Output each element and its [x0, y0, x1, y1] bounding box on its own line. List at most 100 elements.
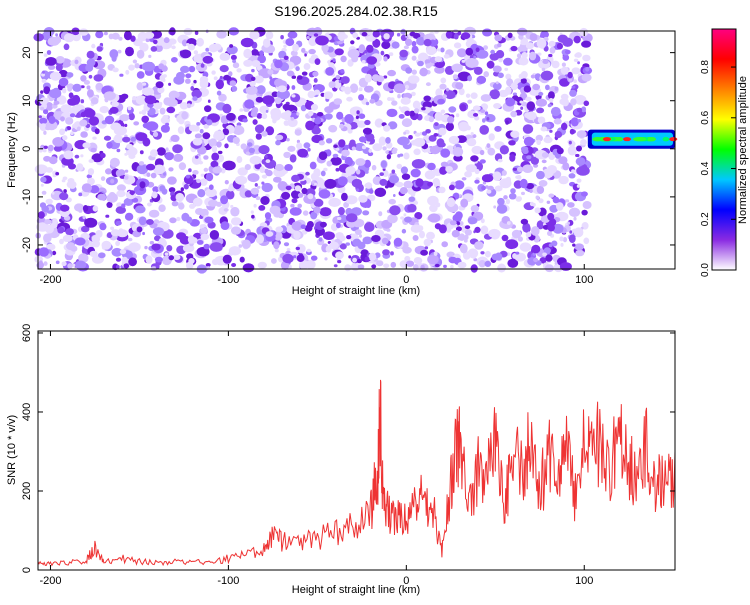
spectrogram-cell [169, 217, 177, 224]
spectrogram-cell [536, 139, 542, 145]
spectrogram-cell [255, 196, 261, 201]
spectrogram-cell [142, 82, 147, 86]
spectrogram-cell [86, 89, 94, 98]
spectrogram-cell [333, 264, 338, 268]
spectrogram-cell [123, 263, 130, 269]
spectrogram-cell [452, 147, 464, 157]
spectrogram-cell [115, 220, 122, 226]
spectrogram-cell [329, 241, 339, 250]
spectrogram-cell [87, 177, 95, 186]
spectrogram-cell [45, 97, 50, 103]
spectrogram-cell [86, 50, 95, 59]
spectrogram-cell [567, 202, 575, 208]
spectrogram-cell [526, 101, 536, 111]
spectrogram-cell [305, 120, 315, 131]
spectrogram-cell [74, 59, 79, 65]
spectrogram-cell [265, 154, 268, 159]
spectrogram-cell [168, 82, 172, 86]
spectrogram-cell [216, 30, 227, 39]
spectrogram-cell [433, 251, 438, 256]
spectrogram-cell [316, 112, 324, 117]
spectrogram-cell [355, 158, 366, 166]
spectrogram-cell [399, 49, 409, 58]
spectrogram-cell [202, 55, 214, 64]
spectrogram-cell [240, 143, 247, 150]
spectrogram-cell [568, 173, 576, 179]
spectrogram-cell [328, 81, 336, 89]
spectrogram-cell [124, 175, 129, 180]
spectrogram-cell [126, 143, 134, 150]
spectrogram-cell [448, 135, 460, 144]
spectrogram-cell [261, 182, 273, 193]
spectrogram-cell [581, 73, 592, 82]
spectrogram-cell [516, 53, 522, 58]
spectrogram-cell [146, 172, 151, 177]
spectrogram-cell [572, 243, 576, 247]
spectrogram-cell [306, 35, 310, 40]
spectrogram-cell [43, 27, 55, 37]
spectrogram-cell [335, 75, 341, 80]
spectrogram-y-tick-label: 20 [21, 47, 33, 59]
spectrogram-cell [454, 180, 465, 190]
spectrogram-cell [362, 127, 373, 135]
spectrogram-cell [561, 122, 568, 131]
spectrogram-cell [153, 102, 162, 110]
spectrogram-cell [236, 68, 242, 73]
spectrogram-cell [239, 108, 244, 112]
spectrogram-cell [55, 33, 58, 37]
spectrogram-cell [520, 106, 524, 110]
spectrogram-cell [361, 60, 366, 64]
spectrogram-cell [183, 27, 193, 36]
spectrogram-cell [95, 30, 104, 39]
spectrogram-cell [100, 152, 106, 159]
spectrogram-cell [213, 76, 218, 81]
signal-band-peak [623, 137, 632, 142]
spectrogram-cell [145, 255, 153, 264]
spectrogram-cell [390, 97, 395, 102]
spectrogram-cell [261, 130, 268, 137]
spectrogram-cell [285, 38, 295, 47]
spectrogram-cell [413, 257, 423, 265]
spectrogram-cell [294, 185, 302, 192]
spectrogram-cell [53, 145, 63, 152]
spectrogram-cell [435, 88, 443, 98]
spectrogram-cell [339, 123, 344, 129]
spectrogram-cell [484, 114, 496, 123]
spectrogram-cell [249, 155, 262, 165]
spectrogram-cell [530, 156, 540, 165]
spectrogram-cell [59, 128, 66, 136]
spectrogram-cell [526, 183, 534, 190]
spectrogram-cell [339, 243, 347, 250]
spectrogram-y-ticks: -20 -10 0 10 20 [21, 47, 675, 253]
spectrogram-frame [37, 30, 676, 270]
spectrogram-cell [65, 228, 74, 236]
spectrogram-cell [397, 136, 410, 146]
spectrogram-cell [295, 66, 300, 72]
spectrogram-cell [200, 173, 205, 177]
spectrogram-cell [153, 164, 166, 175]
spectrogram-cell [301, 187, 308, 195]
spectrogram-cell [283, 151, 291, 159]
spectrogram-cell [43, 109, 49, 115]
spectrogram-cell [195, 208, 204, 215]
spectrogram-cell [211, 145, 218, 153]
spectrogram-cell [374, 62, 381, 67]
spectrogram-cell [386, 154, 392, 160]
spectrogram-cell [296, 112, 300, 116]
spectrogram-cell [92, 240, 101, 248]
spectrogram-cell [154, 256, 163, 263]
spectrogram-cell [495, 50, 505, 59]
spectrogram-cell [574, 53, 579, 58]
spectrogram-cell [295, 246, 300, 251]
spectrogram-cell [55, 172, 60, 176]
spectrogram-cell [538, 198, 544, 204]
spectrogram-cell [308, 37, 318, 47]
spectrogram-cells [33, 26, 678, 274]
spectrogram-cell [512, 167, 518, 171]
spectrogram-cell [351, 146, 356, 151]
spectrogram-cell [300, 104, 307, 112]
spectrogram-cell [334, 48, 344, 56]
spectrogram-cell [283, 193, 286, 198]
spectrogram-cell [507, 258, 519, 268]
spectrogram-cell [211, 258, 219, 266]
